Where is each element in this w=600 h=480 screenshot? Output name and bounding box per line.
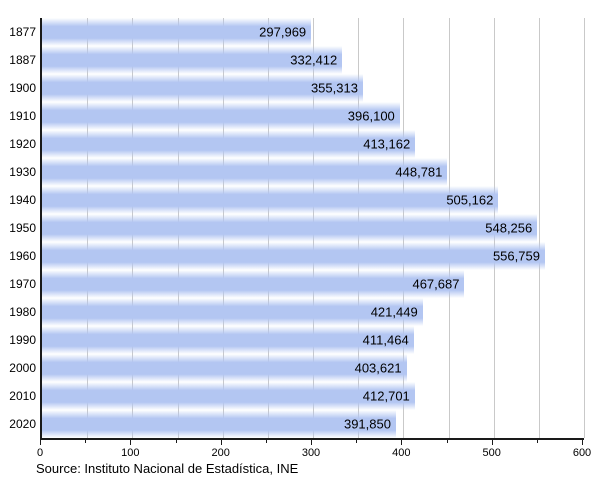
x-major-tick bbox=[40, 440, 41, 445]
bar-row: 448,781 1930 bbox=[9, 158, 584, 186]
bar: 548,256 bbox=[42, 214, 538, 242]
bar-row: 413,162 1920 bbox=[9, 130, 584, 158]
plot-area: 297,969 1877 332,412 1887 355,313 1900 396,100… bbox=[9, 18, 585, 440]
bar-value-label: 548,256 bbox=[485, 220, 533, 236]
x-minor-tick bbox=[85, 440, 87, 443]
y-tick-label: 1980 bbox=[9, 305, 36, 319]
bar: 505,162 bbox=[42, 186, 499, 214]
bar: 391,850 bbox=[42, 410, 396, 438]
x-tick-label: 200 bbox=[211, 447, 230, 459]
x-tick-label: 400 bbox=[392, 447, 411, 459]
bar: 413,162 bbox=[42, 130, 416, 158]
bar-row: 332,412 1887 bbox=[9, 46, 584, 74]
bar: 297,969 bbox=[42, 18, 312, 46]
bar: 355,313 bbox=[42, 74, 363, 102]
bar-row: 411,464 1990 bbox=[9, 326, 584, 354]
bar: 448,781 bbox=[42, 158, 448, 186]
bar-value-label: 556,759 bbox=[492, 248, 540, 264]
bar-row: 467,687 1970 bbox=[9, 270, 584, 298]
bar-value-label: 421,449 bbox=[370, 304, 418, 320]
gridline bbox=[538, 18, 540, 438]
y-tick-label: 1940 bbox=[9, 193, 36, 207]
x-major-tick bbox=[401, 440, 403, 445]
gridline bbox=[584, 18, 585, 438]
y-tick-label: 1990 bbox=[9, 333, 36, 347]
x-minor-tick bbox=[265, 440, 267, 443]
x-major-tick bbox=[491, 440, 493, 445]
y-tick-label: 1910 bbox=[9, 109, 36, 123]
y-tick-label: 1950 bbox=[9, 221, 36, 235]
bar: 403,621 bbox=[42, 354, 407, 382]
bar-value-label: 391,850 bbox=[343, 416, 391, 432]
bar: 332,412 bbox=[42, 46, 343, 74]
bar-value-label: 396,100 bbox=[347, 108, 395, 124]
bar-value-label: 412,701 bbox=[362, 388, 410, 404]
x-minor-tick bbox=[446, 440, 448, 443]
bar-row: 421,449 1980 bbox=[9, 298, 584, 326]
y-tick-label: 2020 bbox=[9, 417, 36, 431]
bar-row: 548,256 1950 bbox=[9, 214, 584, 242]
x-tick-label: 100 bbox=[121, 447, 140, 459]
y-tick-label: 1887 bbox=[9, 53, 36, 67]
bar: 421,449 bbox=[42, 298, 423, 326]
bar-value-label: 467,687 bbox=[412, 276, 460, 292]
source-caption: Source: Instituto Nacional de Estadístic… bbox=[36, 461, 299, 476]
bar-value-label: 403,621 bbox=[354, 360, 402, 376]
y-tick-label: 1877 bbox=[9, 25, 36, 39]
x-tick-label: 600 bbox=[572, 447, 592, 459]
bar-row: 391,850 2020 bbox=[9, 410, 584, 438]
bar-value-label: 411,464 bbox=[362, 332, 409, 348]
bar-value-label: 448,781 bbox=[395, 164, 443, 180]
x-major-tick bbox=[582, 440, 583, 445]
bar-value-label: 413,162 bbox=[363, 136, 411, 152]
bar-value-label: 505,162 bbox=[446, 192, 494, 208]
bar: 412,701 bbox=[42, 382, 415, 410]
bar-value-label: 297,969 bbox=[259, 24, 307, 40]
bar-row: 396,100 1910 bbox=[9, 102, 584, 130]
x-tick-label: 0 bbox=[36, 447, 44, 459]
bar-row: 403,621 2000 bbox=[9, 354, 584, 382]
y-tick-label: 1970 bbox=[9, 277, 36, 291]
bar-row: 355,313 1900 bbox=[9, 74, 584, 102]
x-major-tick bbox=[220, 440, 222, 445]
y-tick-label: 1930 bbox=[9, 165, 36, 179]
bar: 411,464 bbox=[42, 326, 414, 354]
y-tick-label: 2000 bbox=[9, 361, 36, 375]
x-minor-tick bbox=[175, 440, 177, 443]
bar-value-label: 332,412 bbox=[290, 52, 338, 68]
y-tick-label: 1920 bbox=[9, 137, 36, 151]
bar: 556,759 bbox=[42, 242, 545, 270]
bar-row: 297,969 1877 bbox=[9, 18, 584, 46]
bar-row: 505,162 1940 bbox=[9, 186, 584, 214]
bar-row: 412,701 2010 bbox=[9, 382, 584, 410]
x-tick-label: 300 bbox=[301, 447, 321, 459]
bar: 467,687 bbox=[42, 270, 465, 298]
x-tick-label: 500 bbox=[482, 447, 501, 459]
bar-value-label: 355,313 bbox=[310, 80, 358, 96]
y-tick-label: 1900 bbox=[9, 81, 36, 95]
y-tick-label: 1960 bbox=[9, 249, 36, 263]
bar: 396,100 bbox=[42, 102, 400, 130]
bar-row: 556,759 1960 bbox=[9, 242, 584, 270]
y-tick-label: 2010 bbox=[9, 389, 36, 403]
x-major-tick bbox=[311, 440, 312, 445]
x-minor-tick bbox=[536, 440, 538, 443]
x-major-tick bbox=[130, 440, 132, 445]
x-minor-tick bbox=[356, 440, 358, 443]
